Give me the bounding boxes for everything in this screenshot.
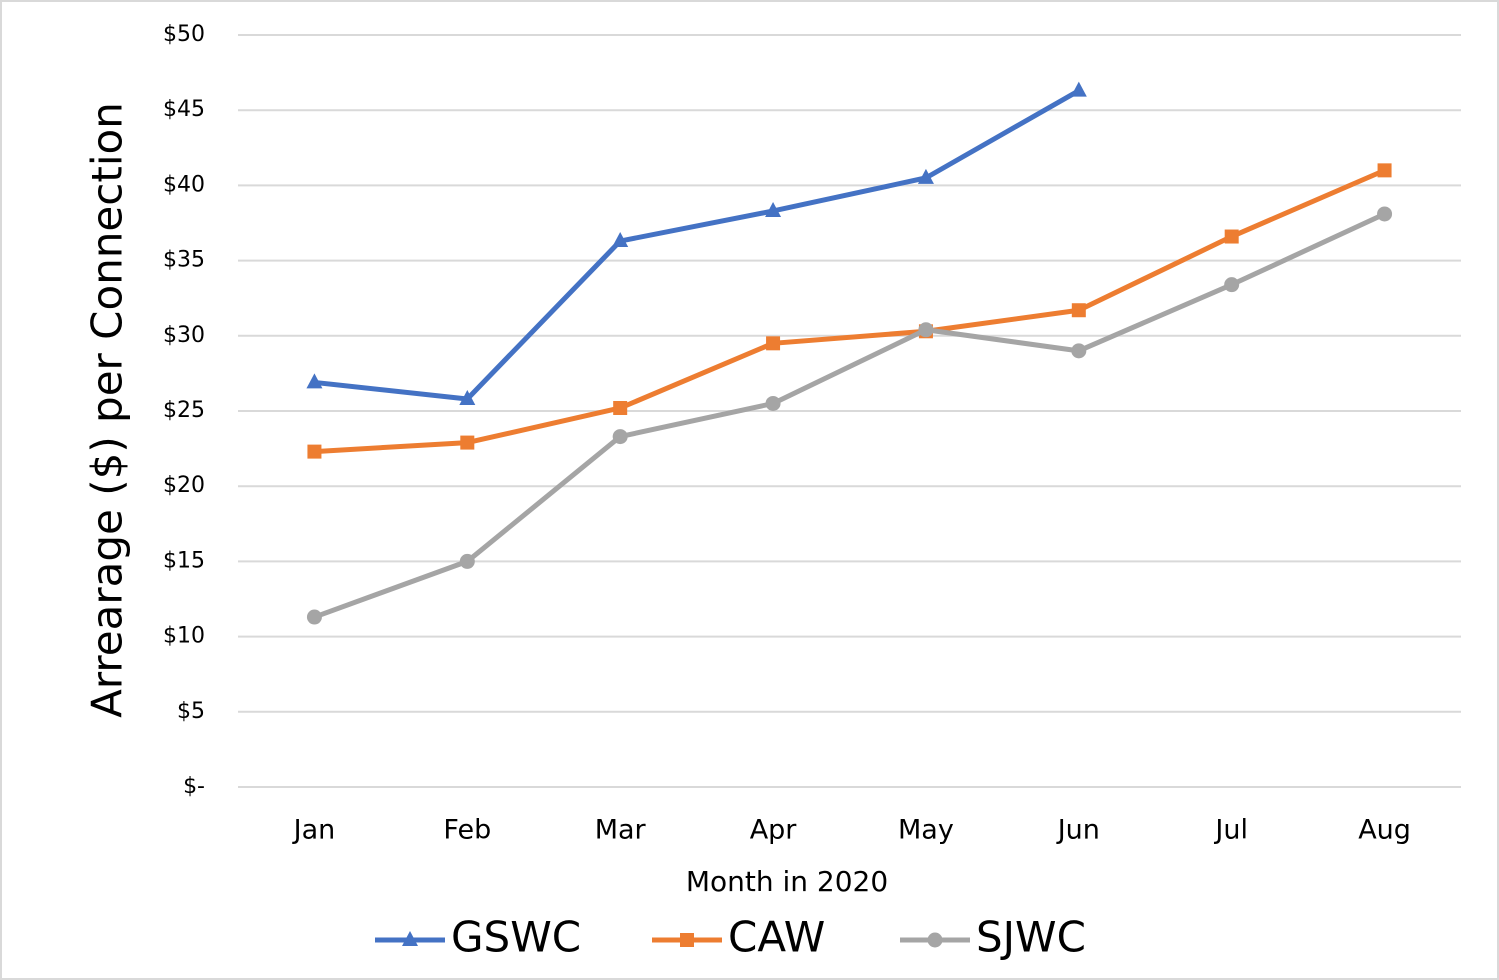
x-tick-label: Jan <box>292 815 336 846</box>
marker <box>765 395 781 411</box>
marker <box>613 400 628 415</box>
marker <box>927 932 943 948</box>
marker <box>460 435 475 450</box>
series-line <box>314 168 1386 455</box>
y-tick-label: $10 <box>163 624 205 649</box>
marker <box>459 553 475 569</box>
x-tick-label: Mar <box>595 815 647 846</box>
marker <box>1071 303 1086 318</box>
marker <box>680 933 694 947</box>
y-tick-label: $35 <box>163 248 205 273</box>
y-tick-label: $45 <box>163 97 205 122</box>
x-tick-label: Apr <box>750 815 798 846</box>
y-tick-label: $50 <box>163 22 205 47</box>
y-tick-label: $40 <box>163 172 205 197</box>
marker <box>1071 343 1087 359</box>
y-tick-label: $15 <box>163 548 205 573</box>
marker <box>307 444 322 459</box>
marker <box>1070 81 1087 97</box>
y-tick-label: $30 <box>163 323 205 348</box>
marker <box>1377 206 1393 222</box>
legend-label: SJWC <box>976 913 1086 962</box>
y-tick-label: $5 <box>177 699 205 724</box>
x-tick-label: Jul <box>1213 815 1248 846</box>
x-tick-label: Jun <box>1056 815 1100 846</box>
series-line <box>314 88 1081 402</box>
legend-label: CAW <box>728 913 825 962</box>
marker <box>917 168 934 184</box>
marker <box>306 609 322 625</box>
x-tick-label: Feb <box>443 815 491 846</box>
marker <box>1224 229 1239 244</box>
marker <box>1224 277 1240 293</box>
marker <box>766 336 781 351</box>
series-line <box>313 211 1386 620</box>
y-tick-label: $- <box>183 774 205 799</box>
x-tick-label: Aug <box>1358 815 1411 846</box>
marker <box>459 389 476 405</box>
legend-label: GSWC <box>451 913 581 962</box>
marker <box>306 373 323 389</box>
x-tick-label: May <box>898 815 954 846</box>
y-axis-title: Arrearage ($) per Connection <box>83 102 132 718</box>
marker <box>612 429 628 445</box>
marker <box>1377 163 1392 178</box>
y-tick-label: $25 <box>163 398 205 423</box>
marker <box>918 322 934 338</box>
marker <box>612 232 629 248</box>
x-axis-title: Month in 2020 <box>686 865 888 898</box>
marker <box>765 201 782 217</box>
marker <box>402 931 418 946</box>
y-tick-label: $20 <box>163 473 205 498</box>
